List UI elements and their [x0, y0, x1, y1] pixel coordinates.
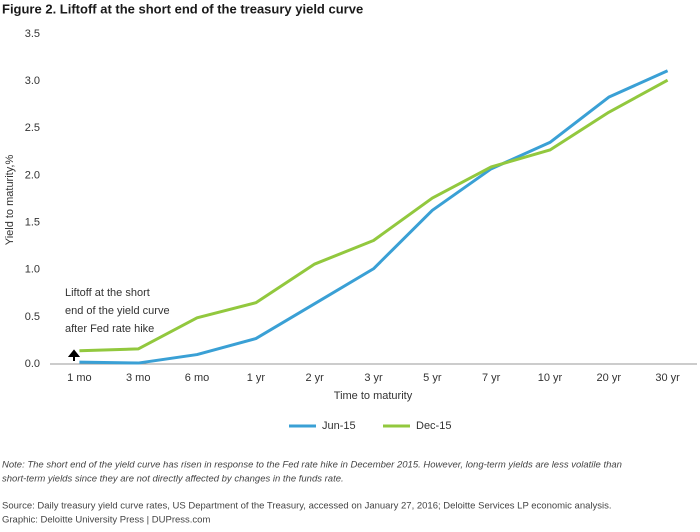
legend-label: Dec-15 — [416, 420, 451, 432]
note: short-term yields since they are not dir… — [2, 474, 344, 485]
y-tick-label: 0.5 — [25, 311, 40, 323]
x-tick-label: 3 mo — [126, 372, 150, 384]
y-tick-label: 2.5 — [25, 122, 40, 134]
x-tick-label: 30 yr — [655, 372, 680, 384]
y-tick-label: 0.0 — [25, 358, 40, 370]
annotation: end of the yield curve — [65, 305, 170, 317]
series-line — [79, 78, 669, 353]
series-line — [79, 69, 669, 365]
x-tick-label: 3 yr — [364, 372, 383, 384]
x-tick-label: 1 mo — [67, 372, 91, 384]
legend-label: Jun-15 — [322, 420, 356, 432]
y-tick-label: 3.5 — [25, 28, 40, 40]
x-tick-label: 7 yr — [482, 372, 501, 384]
x-axis-label: Time to maturity — [334, 390, 413, 402]
credit: Graphic: Deloitte University Press | DUP… — [2, 515, 210, 526]
annotation-arrow — [67, 349, 81, 361]
y-tick-label: 3.0 — [25, 75, 40, 87]
y-tick-label: 1.5 — [25, 216, 40, 228]
source: Source: Daily treasury yield curve rates… — [2, 501, 612, 512]
x-tick-label: 6 mo — [185, 372, 209, 384]
x-tick-label: 10 yr — [538, 372, 563, 384]
chart-title: Figure 2. Liftoff at the short end of th… — [2, 1, 363, 16]
x-tick-label: 2 yr — [306, 372, 325, 384]
annotation: Liftoff at the short — [65, 287, 150, 299]
x-tick-label: 20 yr — [597, 372, 622, 384]
x-tick-label: 1 yr — [247, 372, 266, 384]
x-tick-label: 5 yr — [423, 372, 442, 384]
y-tick-label: 1.0 — [25, 264, 40, 276]
y-axis-label: Yield to maturity,% — [4, 155, 16, 246]
y-tick-label: 2.0 — [25, 169, 40, 181]
annotation: after Fed rate hike — [65, 323, 154, 335]
note: Note: The short end of the yield curve h… — [2, 460, 622, 471]
